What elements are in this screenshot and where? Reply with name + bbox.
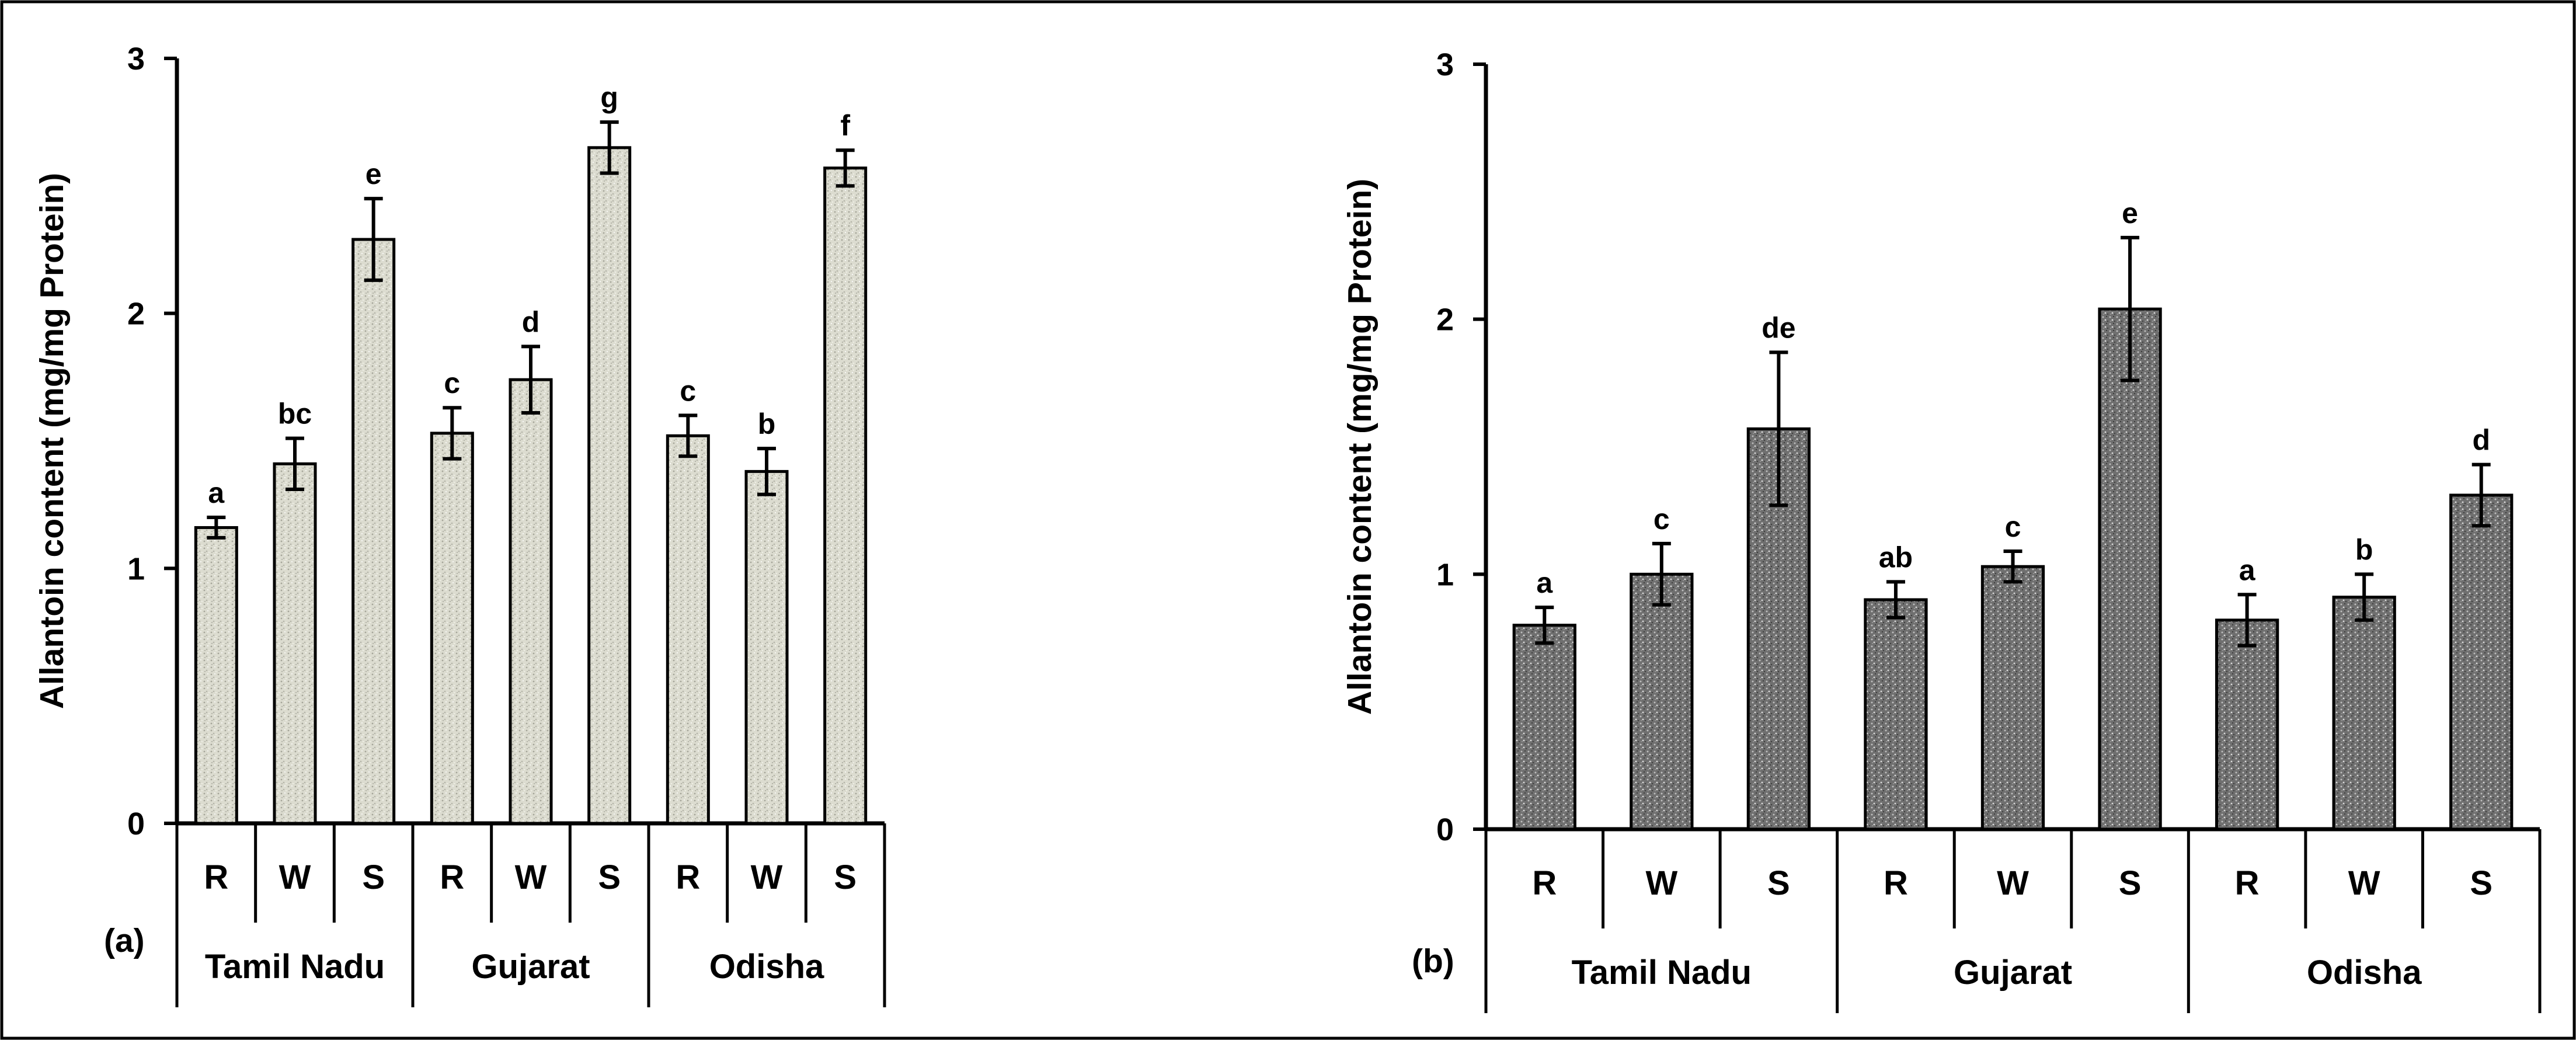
- bar: [744, 469, 789, 825]
- significance-label: ab: [1879, 541, 1913, 573]
- significance-label: c: [444, 367, 460, 399]
- significance-label: c: [2005, 510, 2021, 543]
- bar: [823, 166, 868, 825]
- category-label: R: [1884, 864, 1908, 902]
- y-axis-title: Allantoin content (mg/mg Protein): [33, 173, 71, 709]
- bar: [2449, 493, 2514, 831]
- significance-label: c: [680, 374, 696, 407]
- significance-label: a: [1536, 566, 1553, 599]
- bar: [1980, 565, 2045, 831]
- y-tick-label: 2: [1436, 302, 1454, 338]
- category-label: W: [515, 858, 547, 896]
- category-label: S: [362, 858, 385, 896]
- category-label: S: [598, 858, 621, 896]
- category-label: R: [2235, 864, 2260, 902]
- category-label: S: [834, 858, 857, 896]
- bar: [2332, 596, 2396, 831]
- significance-label: e: [2122, 197, 2138, 229]
- significance-label: g: [600, 81, 618, 114]
- group-label: Gujarat: [1954, 954, 2072, 992]
- significance-label: c: [1653, 503, 1670, 535]
- category-label: W: [2348, 864, 2380, 902]
- bar: [2098, 307, 2162, 831]
- y-tick-label: 1: [127, 551, 145, 586]
- significance-label: a: [208, 476, 225, 509]
- bar: [587, 146, 632, 825]
- panel-a: 0 1 2 3 Allantoin content (mg/mg Protein) Tam…: [33, 41, 886, 1007]
- bar: [430, 432, 474, 825]
- y-tick-label: 1: [1436, 557, 1454, 592]
- bar: [194, 526, 238, 825]
- category-label: W: [751, 858, 783, 896]
- panel-label: (b): [1412, 942, 1454, 980]
- significance-label: d: [522, 305, 540, 338]
- significance-label: a: [2239, 554, 2256, 586]
- category-label: S: [2119, 864, 2142, 902]
- y-tick-label: 3: [1436, 47, 1454, 82]
- significance-label: bc: [278, 398, 312, 430]
- category-label: R: [204, 858, 228, 896]
- bar: [273, 462, 317, 825]
- group-label: Gujarat: [471, 948, 590, 986]
- bar: [1512, 624, 1576, 831]
- significance-label: b: [2355, 533, 2373, 566]
- category-label: R: [1532, 864, 1557, 902]
- bar: [666, 434, 710, 825]
- group-label: Odisha: [2307, 954, 2422, 992]
- y-axis-title: Allantoin content (mg/mg Protein): [1341, 179, 1378, 715]
- y-tick-label: 2: [127, 297, 145, 332]
- category-label: W: [279, 858, 311, 896]
- bar: [2215, 618, 2279, 831]
- bar: [1630, 572, 1694, 831]
- y-tick-label: 3: [127, 41, 145, 76]
- category-label: R: [440, 858, 464, 896]
- group-label: Odisha: [709, 948, 824, 986]
- significance-label: de: [1762, 311, 1795, 344]
- category-label: S: [2470, 864, 2493, 902]
- category-label: W: [1997, 864, 2029, 902]
- significance-label: b: [758, 408, 776, 440]
- significance-label: d: [2472, 424, 2490, 457]
- panel-b: 0 1 2 3 Allantoin content (mg/mg Protein) Tam…: [1341, 47, 2542, 1013]
- bar: [1864, 598, 1928, 831]
- group-label: Tamil Nadu: [1572, 954, 1752, 992]
- significance-label: e: [365, 158, 382, 190]
- significance-label: f: [840, 109, 850, 142]
- bar: [351, 238, 396, 825]
- category-label: R: [676, 858, 700, 896]
- panel-label: (a): [104, 922, 145, 959]
- bar: [509, 378, 553, 825]
- y-tick-label: 0: [1436, 812, 1454, 847]
- category-label: S: [1767, 864, 1790, 902]
- category-label: W: [1645, 864, 1677, 902]
- group-label: Tamil Nadu: [205, 948, 385, 986]
- y-tick-label: 0: [127, 806, 145, 841]
